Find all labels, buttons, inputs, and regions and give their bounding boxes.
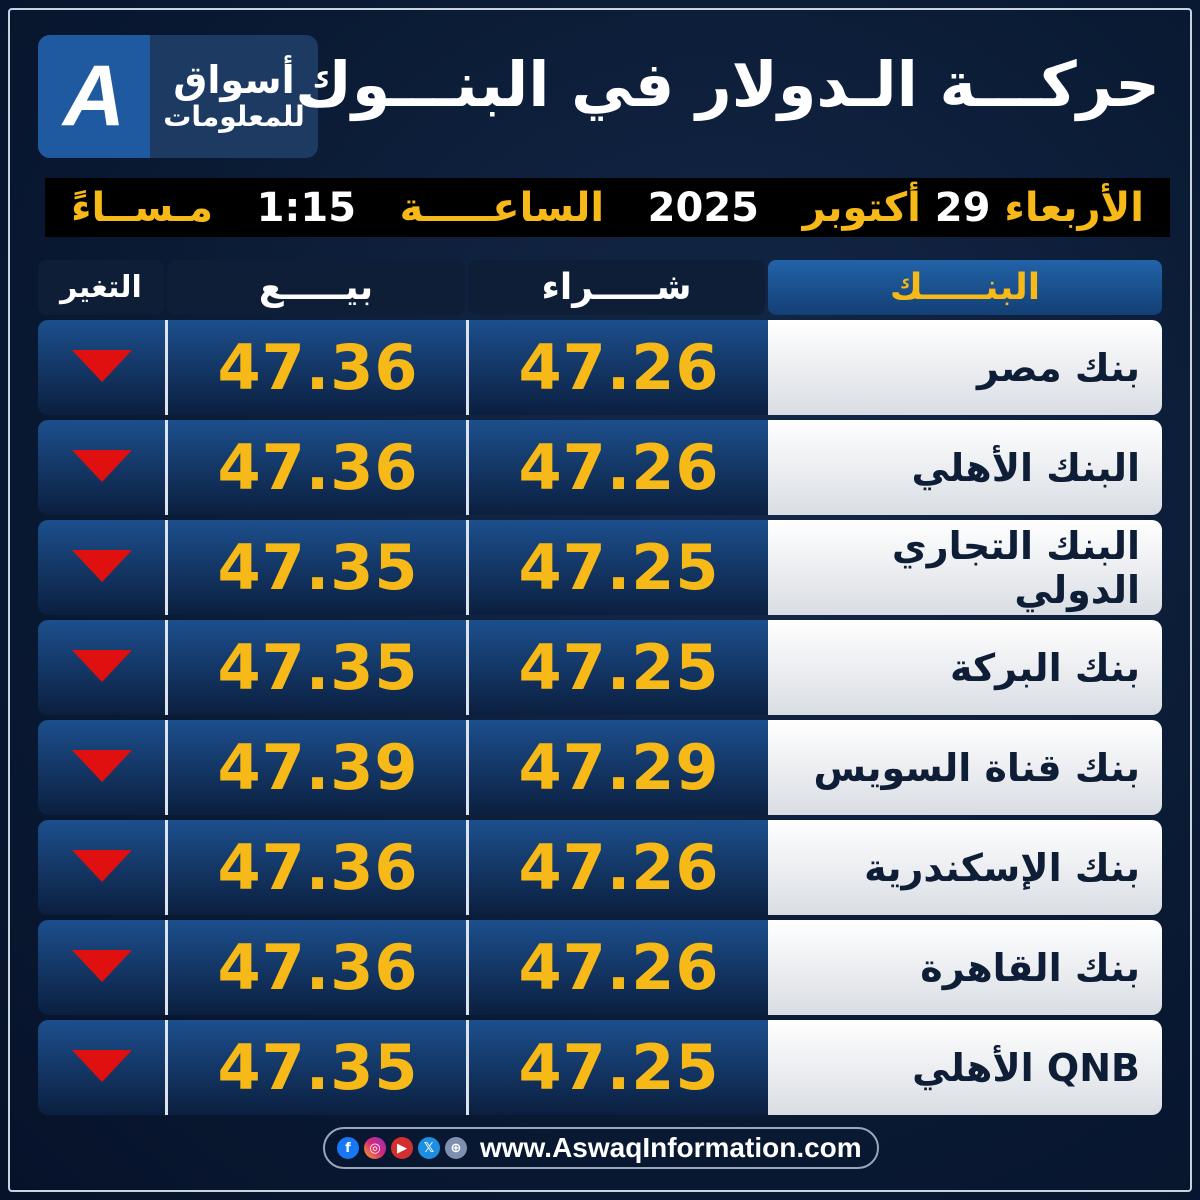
divider (466, 620, 469, 715)
buy-price: 47.26 (518, 931, 720, 1004)
row-bg (38, 520, 770, 615)
time-label: الساعـــــة (399, 184, 605, 231)
table-row: 47.35 47.25 البنك التجاري الدولي (38, 520, 1162, 615)
table-row: 47.36 47.26 بنك القاهرة (38, 920, 1162, 1015)
buy-price: 47.25 (518, 1031, 720, 1104)
table-row: 47.39 47.29 بنك قناة السويس (38, 720, 1162, 815)
down-arrow-icon (72, 550, 132, 582)
bank-name: البنك الأهلي (768, 420, 1162, 515)
divider (466, 1020, 469, 1115)
date-num: 29 (934, 184, 991, 231)
logo-line1: أسواق (173, 58, 295, 103)
down-arrow-icon (72, 450, 132, 482)
day: الأربعاء (1004, 184, 1144, 231)
down-arrow-icon (72, 350, 132, 382)
divider (165, 620, 168, 715)
header-buy: شـــــراء (468, 260, 765, 315)
buy-price: 47.25 (518, 531, 720, 604)
divider (466, 920, 469, 1015)
sell-price: 47.39 (217, 731, 419, 804)
divider (466, 820, 469, 915)
divider (466, 420, 469, 515)
row-bg (38, 420, 770, 515)
row-bg (38, 620, 770, 715)
sell-price: 47.35 (217, 531, 419, 604)
down-arrow-icon (72, 950, 132, 982)
footer-bar: f ◎ ▶ 𝕏 ⊕ www.AswaqInformation.com (323, 1127, 879, 1169)
sell-price: 47.36 (217, 331, 419, 404)
month: أكتوبر (802, 184, 921, 231)
bank-name: بنك مصر (768, 320, 1162, 415)
logo-line2: للمعلومات (163, 100, 305, 133)
divider (165, 420, 168, 515)
globe-icon[interactable]: ⊕ (445, 1137, 467, 1159)
page-title: حركـــة الـدولار في البنـــوك (295, 48, 1160, 121)
buy-price: 47.25 (518, 631, 720, 704)
divider (165, 720, 168, 815)
table-row: 47.35 47.25 QNB الأهلي (38, 1020, 1162, 1115)
youtube-icon[interactable]: ▶ (391, 1137, 413, 1159)
instagram-icon[interactable]: ◎ (364, 1137, 386, 1159)
down-arrow-icon (72, 1050, 132, 1082)
row-bg (38, 320, 770, 415)
header-sell: بيـــــع (167, 260, 465, 315)
table-row: 47.36 47.26 بنك مصر (38, 320, 1162, 415)
logo: A أسواق للمعلومات (38, 35, 318, 158)
table-row: 47.36 47.26 بنك الإسكندرية (38, 820, 1162, 915)
website-link[interactable]: www.AswaqInformation.com (480, 1132, 862, 1163)
bank-name: بنك الإسكندرية (768, 820, 1162, 915)
bank-name: بنك البركة (768, 620, 1162, 715)
bank-name: بنك القاهرة (768, 920, 1162, 1015)
row-bg (38, 820, 770, 915)
divider (165, 820, 168, 915)
border-frame (8, 8, 1192, 1192)
divider (466, 320, 469, 415)
header-bank: البنـــــك (768, 260, 1162, 315)
sell-price: 47.35 (217, 631, 419, 704)
divider (165, 1020, 168, 1115)
row-bg (38, 920, 770, 1015)
divider (165, 520, 168, 615)
header-change: التغير (38, 260, 164, 315)
sell-price: 47.36 (217, 931, 419, 1004)
date-bar: الأربعاء 29 أكتوبر 2025 الساعـــــة 1:15… (45, 178, 1170, 237)
bank-name: بنك قناة السويس (768, 720, 1162, 815)
year: 2025 (647, 184, 759, 231)
sell-price: 47.35 (217, 1031, 419, 1104)
bank-name: QNB الأهلي (768, 1020, 1162, 1115)
table-row: 47.35 47.25 بنك البركة (38, 620, 1162, 715)
logo-mark: A (38, 35, 150, 158)
x-icon[interactable]: 𝕏 (418, 1137, 440, 1159)
down-arrow-icon (72, 850, 132, 882)
down-arrow-icon (72, 750, 132, 782)
divider (165, 320, 168, 415)
table-row: 47.36 47.26 البنك الأهلي (38, 420, 1162, 515)
period: مـســاءً (71, 184, 213, 231)
facebook-icon[interactable]: f (337, 1137, 359, 1159)
row-bg (38, 720, 770, 815)
sell-price: 47.36 (217, 831, 419, 904)
buy-price: 47.29 (518, 731, 720, 804)
buy-price: 47.26 (518, 431, 720, 504)
down-arrow-icon (72, 650, 132, 682)
sell-price: 47.36 (217, 431, 419, 504)
time: 1:15 (256, 184, 357, 231)
divider (466, 520, 469, 615)
row-bg (38, 1020, 770, 1115)
divider (466, 720, 469, 815)
divider (165, 920, 168, 1015)
buy-price: 47.26 (518, 831, 720, 904)
buy-price: 47.26 (518, 331, 720, 404)
bank-name: البنك التجاري الدولي (768, 520, 1162, 615)
